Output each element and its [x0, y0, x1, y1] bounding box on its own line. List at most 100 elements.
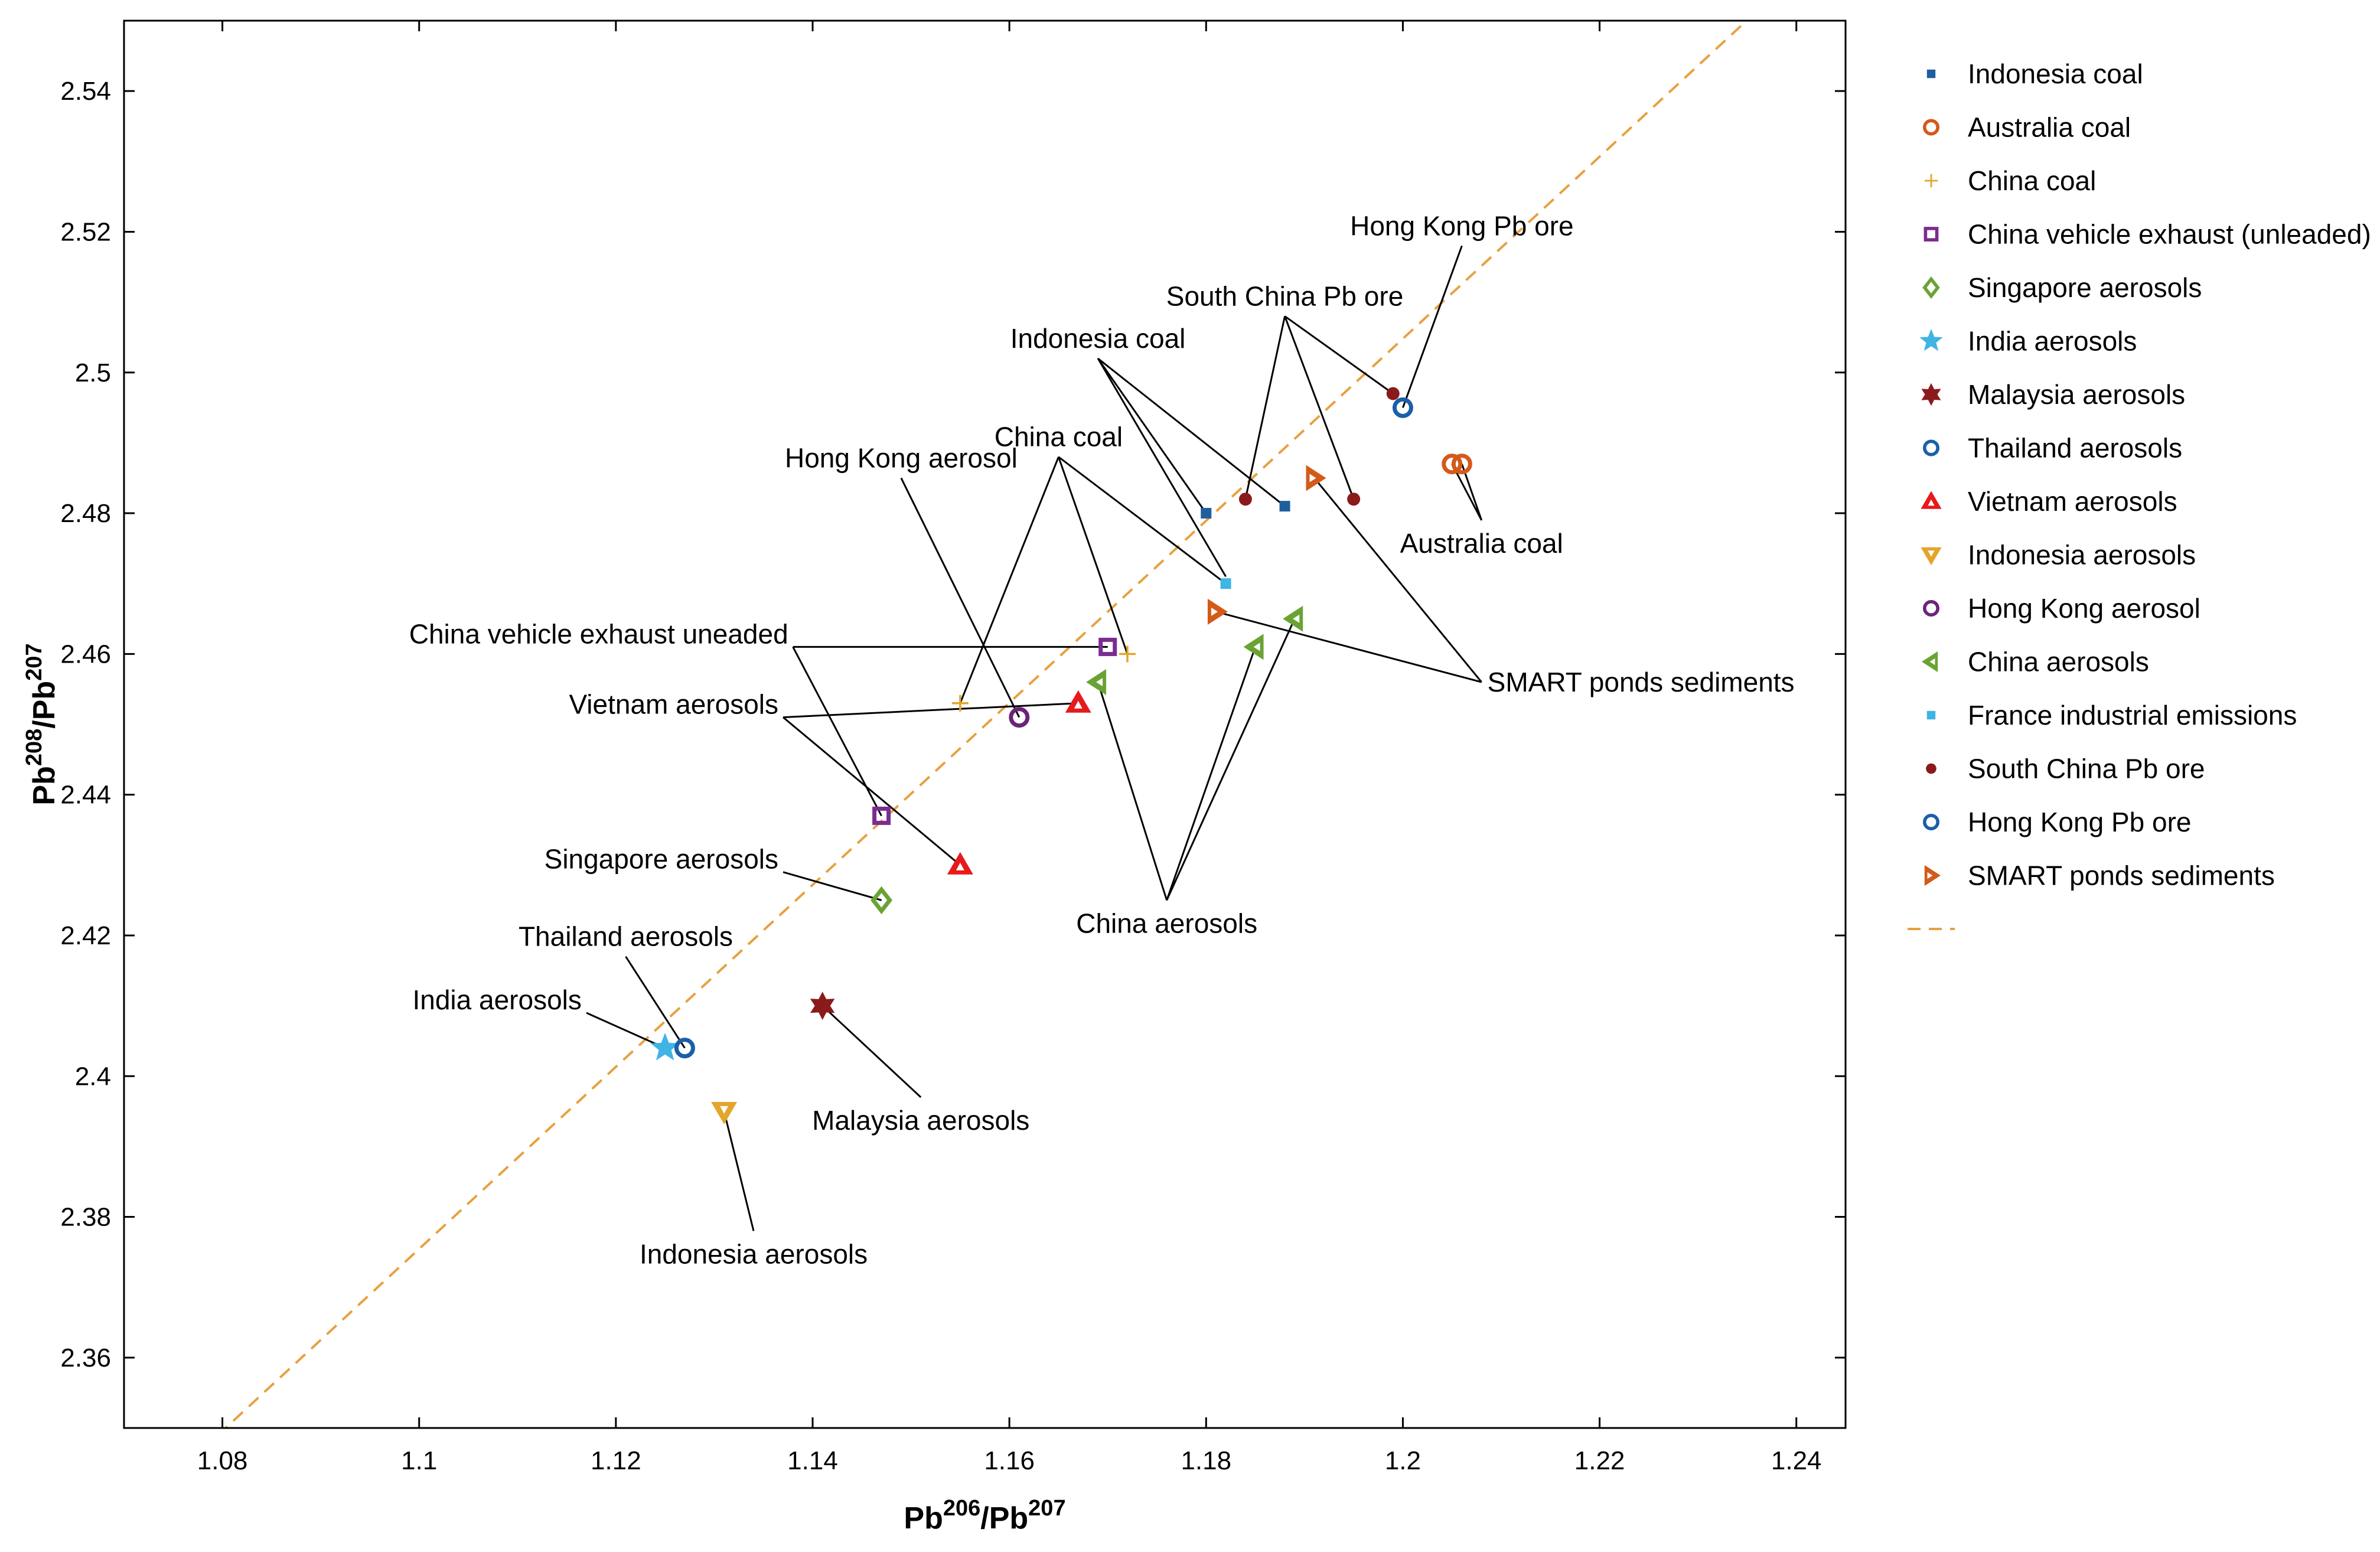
x-tick-label: 1.16 [984, 1446, 1035, 1475]
legend-label: SMART ponds sediments [1968, 860, 2275, 891]
point-smart-ponds-sediments [1207, 598, 1228, 625]
legend-item-thailand-aerosols: Thailand aerosols [1923, 433, 2182, 464]
x-tick-label: 1.2 [1385, 1446, 1421, 1475]
point-china-aerosols [1086, 669, 1107, 696]
annotation-leader [1284, 315, 1355, 500]
annotation-leader [900, 477, 1021, 718]
annotation-india-aerosols: India aerosols [412, 984, 581, 1015]
legend-marker [1922, 651, 1938, 673]
annotation-indonesia-coal: Indonesia coal [1010, 323, 1186, 354]
annotation-layer: Hong Kong Pb ore South China Pb ore Indone… [409, 210, 1795, 1269]
legend-item-south-china-pb-ore: South China Pb ore [1926, 754, 2205, 784]
legend-item-smart-ponds-sediments: SMART ponds sediments [1924, 860, 2275, 891]
annotation-leader [1097, 358, 1207, 514]
annotation-leader [625, 956, 686, 1049]
point-indonesia-coal [1201, 508, 1212, 519]
legend-item-singapore-aerosols: Singapore aerosols [1922, 272, 2202, 303]
y-tick-label: 2.38 [60, 1203, 111, 1232]
legend-label: Indonesia aerosols [1968, 540, 2196, 570]
legend-label: Vietnam aerosols [1968, 486, 2177, 517]
point-hong-kong-pb-ore [1392, 397, 1413, 418]
annotation-leader [1215, 611, 1482, 683]
point-singapore-aerosols [871, 886, 893, 915]
legend-marker [1923, 599, 1940, 617]
point-india-aerosols [650, 1032, 680, 1061]
point-indonesia-aerosols [711, 1101, 738, 1124]
legend-marker [1923, 227, 1939, 242]
legend-item-hong-kong-pb-ore: Hong Kong Pb ore [1923, 807, 2192, 837]
point-hong-kong-aerosol [1009, 707, 1030, 728]
y-axis-title: Pb208/Pb207 [22, 643, 61, 805]
annotation-vietnam-aerosols: Vietnam aerosols [569, 689, 778, 720]
point-australia-coal [1451, 454, 1472, 475]
legend-item-vietnam-aerosols: Vietnam aerosols [1921, 486, 2177, 517]
annotation-leader [1166, 618, 1296, 901]
legend-label: Singapore aerosols [1968, 272, 2202, 303]
legend-marker [1924, 865, 1941, 886]
annotation-leader [1451, 463, 1483, 521]
legend-item-france-industrial-emissions: France industrial emissions [1926, 700, 2297, 731]
legend: Indonesia coal Australia coal China coal Ch… [1908, 58, 2371, 930]
marker-layer [650, 387, 1472, 1124]
point-china-vehicle-exhaust-unleaded- [872, 806, 891, 825]
legend-label: China vehicle exhaust (unleaded) [1968, 219, 2371, 250]
y-tick-label: 2.54 [60, 77, 111, 106]
annotation-leader [723, 1111, 755, 1231]
annotation-china-aerosols: China aerosols [1076, 908, 1257, 938]
annotation-leader [1058, 456, 1227, 585]
legend-marker [1926, 710, 1936, 720]
x-tick-label: 1.12 [591, 1446, 641, 1475]
y-tick-label: 2.52 [60, 217, 111, 246]
x-axis-title: Pb206/Pb207 [904, 1496, 1065, 1535]
point-south-china-pb-ore [1347, 493, 1361, 506]
point-south-china-pb-ore [1238, 493, 1252, 506]
legend-item-india-aerosols: India aerosols [1919, 326, 2137, 357]
x-tick-label: 1.24 [1771, 1446, 1822, 1475]
legend-marker [1921, 491, 1942, 509]
reference-line [224, 21, 1749, 1428]
legend-label: Thailand aerosols [1968, 433, 2182, 464]
legend-marker [1926, 763, 1936, 774]
legend-marker [1921, 383, 1941, 406]
legend-label: France industrial emissions [1968, 700, 2297, 731]
legend-marker [1923, 814, 1940, 831]
point-australia-coal [1442, 454, 1463, 475]
annotation-leader [783, 871, 882, 901]
legend-marker [1926, 69, 1936, 79]
annotation-leader [1244, 316, 1286, 500]
annotation-hong-kong-pb-ore: Hong Kong Pb ore [1350, 210, 1574, 241]
y-tick-label: 2.48 [60, 499, 111, 528]
legend-marker [1922, 276, 1940, 299]
annotation-china-vehicle-exhaust-uneaded: China vehicle exhaust uneaded [409, 618, 788, 649]
legend-label: China aerosols [1968, 647, 2149, 677]
legend-item-indonesia-aerosols: Indonesia aerosols [1921, 540, 2196, 570]
point-vietnam-aerosols [947, 852, 973, 875]
point-malaysia-aerosols [810, 992, 835, 1020]
annotation-leader [1097, 357, 1286, 507]
annotation-singapore-aerosols: Singapore aerosols [545, 844, 778, 875]
annotation-leader [792, 646, 882, 817]
y-tick-label: 2.36 [60, 1344, 111, 1372]
annotation-leader [1166, 646, 1256, 901]
annotation-smart-ponds-sediments: SMART ponds sediments [1488, 667, 1795, 697]
y-tick-label: 2.44 [60, 781, 111, 810]
annotation-malaysia-aerosols: Malaysia aerosols [812, 1105, 1029, 1136]
point-thailand-aerosols [674, 1038, 695, 1059]
x-tick-label: 1.08 [197, 1446, 248, 1475]
legend-item-hong-kong-aerosol: Hong Kong aerosol [1923, 593, 2200, 624]
legend-label: India aerosols [1968, 326, 2137, 357]
annotation-indonesia-aerosols: Indonesia aerosols [640, 1238, 868, 1269]
y-tick-label: 2.46 [60, 640, 111, 669]
point-china-vehicle-exhaust-unleaded- [1098, 637, 1117, 656]
point-china-coal [951, 695, 969, 712]
legend-label: China coal [1968, 165, 2096, 196]
x-tick-label: 1.18 [1181, 1446, 1231, 1475]
annotation-leader [783, 702, 1078, 719]
point-china-aerosols [1283, 605, 1303, 632]
legend-label: Indonesia coal [1968, 58, 2143, 89]
legend-item-china-aerosols: China aerosols [1922, 647, 2149, 677]
axis-layer: 1.08 1.1 1.12 1.14 1.16 1.18 1.2 1.22 1.24 2.36 2.… [22, 19, 1847, 1535]
point-china-coal [1119, 645, 1136, 663]
annotation-australia-coal: Australia coal [1400, 528, 1563, 559]
annotation-leader [1097, 682, 1168, 901]
